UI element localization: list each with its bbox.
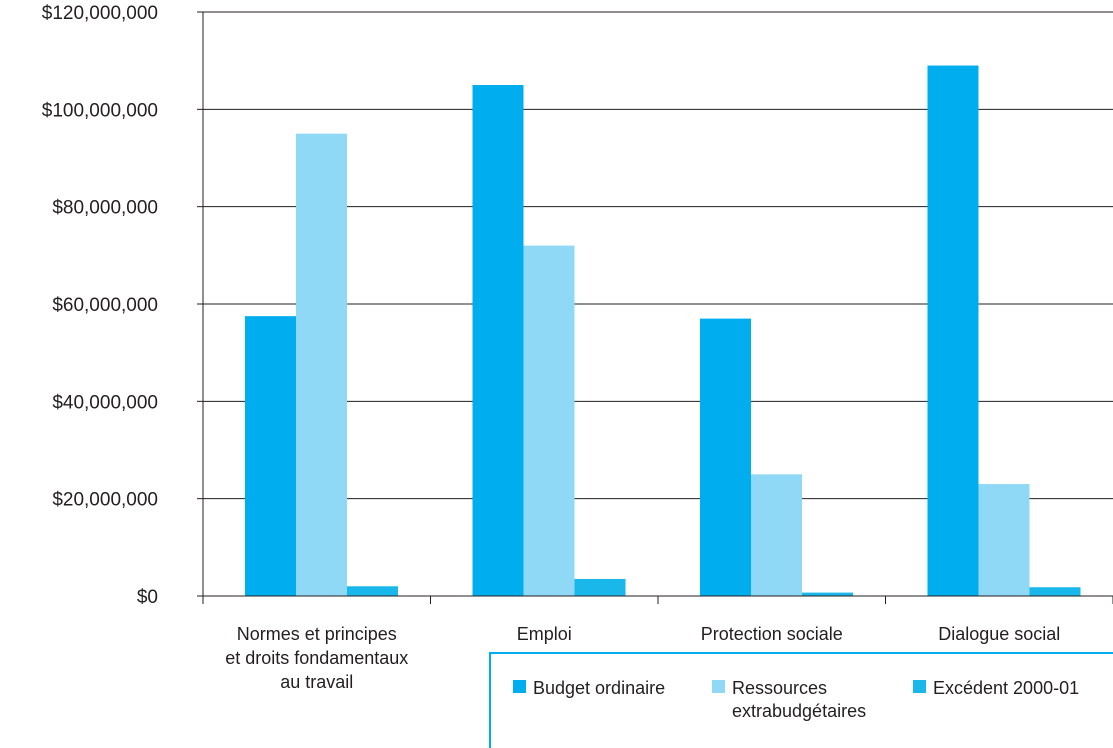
y-tick-label: $40,000,000 [52,392,158,413]
bar-3-3 [802,592,853,596]
legend-label-line: Ressources [732,678,827,698]
category-labels: Normes et principes et droits fondamentau… [225,624,1060,692]
bar-2-4 [978,484,1030,596]
legend-label-line: Budget ordinaire [533,678,665,698]
legend-label-2: Ressources extrabudgétaires [732,678,866,721]
legend-swatch-3 [913,680,926,693]
x-axis [202,595,1113,604]
bar-1-1 [245,316,296,596]
y-tick-label: $0 [137,587,158,608]
category-label: Dialogue social [938,624,1060,644]
legend: Budget ordinaire Ressources extrabudgétair… [489,652,1113,748]
y-axis: $0 $20,000,000 $40,000,000 $60,000,000 $80,0… [42,3,204,608]
legend-label-line: Excédent 2000-01 [933,678,1079,698]
y-tick-label: $120,000,000 [42,3,158,24]
bar-3-2 [574,578,626,596]
category-label-line: Emploi [517,624,572,644]
legend-label-1: Budget ordinaire [533,678,665,698]
y-tick-label: $100,000,000 [42,100,158,121]
bar-1-4 [927,65,979,597]
legend-label-3: Excédent 2000-01 [933,678,1079,698]
legend-frame [489,652,1113,748]
legend-swatch-2 [712,680,725,693]
bar-2-3 [751,474,802,596]
y-tick-label: $60,000,000 [52,295,158,316]
category-label-line: Dialogue social [938,624,1060,644]
category-label-line: et droits fondamentaux [225,648,408,668]
bar-2-1 [296,133,347,596]
bar-3-1 [347,586,398,596]
category-label: Normes et principes et droits fondamentau… [225,624,408,692]
category-label-line: au travail [280,672,353,692]
category-label: Emploi [517,624,572,644]
legend-label-line: extrabudgétaires [732,701,866,721]
bars [245,65,1081,597]
bar-2-2 [523,245,575,596]
category-label-line: Protection sociale [701,624,843,644]
y-tick-label: $20,000,000 [52,490,158,511]
category-label-line: Normes et principes [237,624,397,644]
bar-1-3 [700,318,751,596]
legend-swatch-1 [513,680,526,693]
y-tick-label: $80,000,000 [52,198,158,219]
bar-3-4 [1029,587,1081,596]
bar-1-2 [472,85,524,596]
category-label: Protection sociale [701,624,843,644]
